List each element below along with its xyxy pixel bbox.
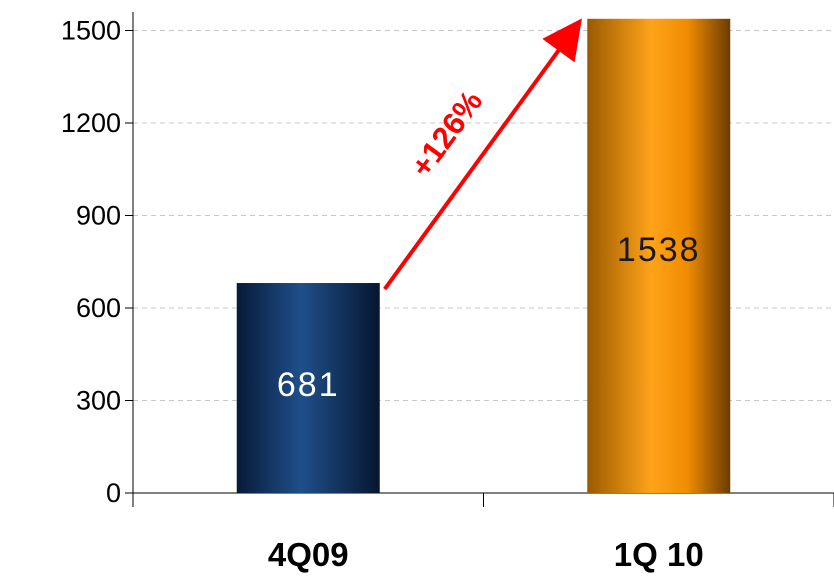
annotation: +126%: [383, 18, 582, 291]
growth-arrow: [383, 18, 582, 291]
data-label-2: 1538: [617, 231, 701, 269]
growth-annotation: +126%: [404, 84, 490, 183]
y-tick-label: 300: [76, 386, 121, 416]
y-tick-label: 900: [76, 201, 121, 231]
bar-1: [236, 283, 380, 493]
y-tick-label: 1200: [61, 108, 121, 138]
data-labels: 681 1538: [277, 231, 701, 404]
bars: [236, 18, 731, 494]
x-tick-label: 1Q 10: [614, 536, 704, 573]
y-tick-label: 0: [106, 478, 121, 508]
y-tick-label: 1500: [61, 16, 121, 46]
x-tick-label: 4Q09: [268, 536, 349, 573]
bar-2: [587, 18, 731, 494]
data-label-1: 681: [277, 366, 340, 404]
y-tick-label: 600: [76, 293, 121, 323]
